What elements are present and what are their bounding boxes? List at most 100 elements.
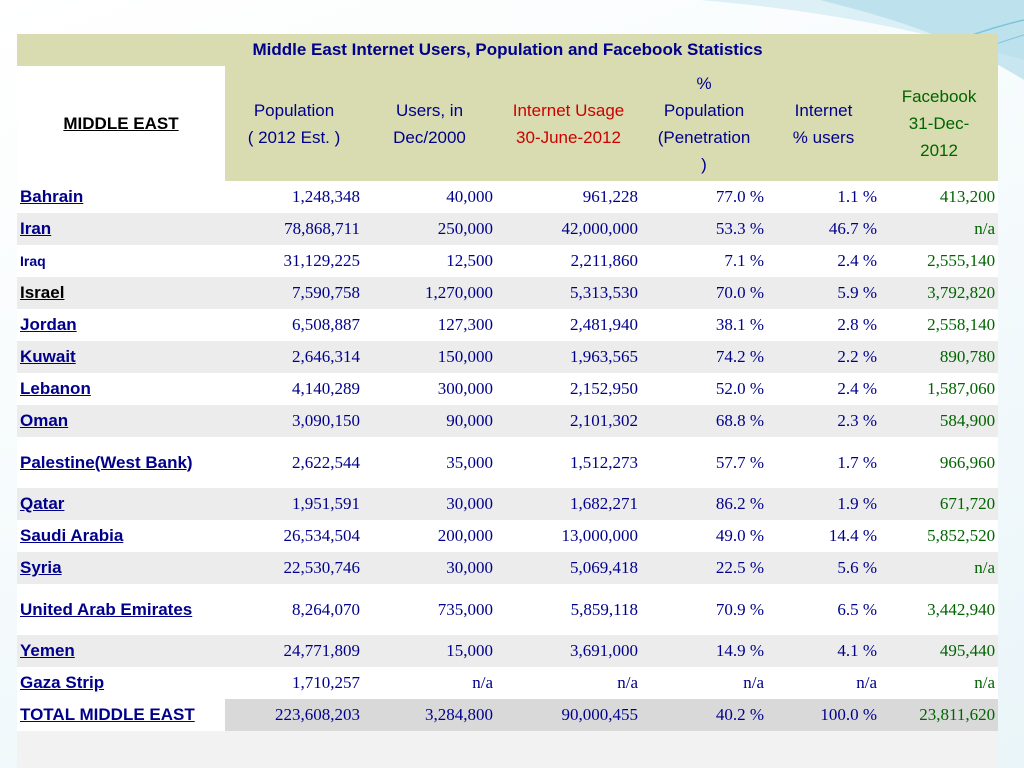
statistics-frame: Middle East Internet Users, Population a…: [17, 34, 999, 768]
total-users-2000: 3,284,800: [363, 699, 496, 731]
cell-users-2000: 12,500: [363, 245, 496, 277]
country-link[interactable]: Lebanon: [17, 373, 225, 405]
cell-facebook: 671,720: [880, 488, 999, 520]
title-row: Middle East Internet Users, Population a…: [17, 34, 999, 66]
cell-penetration: 57.7 %: [641, 437, 767, 488]
cell-internet-pct: 4.1 %: [767, 635, 880, 667]
total-facebook: 23,811,620: [880, 699, 999, 731]
cell-usage-2012: 5,069,418: [496, 552, 641, 584]
cell-population: 8,264,070: [225, 584, 363, 635]
cell-population: 3,090,150: [225, 405, 363, 437]
cell-population: 1,248,348: [225, 181, 363, 213]
country-link[interactable]: Iran: [17, 213, 225, 245]
table-row: Israel 7,590,758 1,270,000 5,313,530 70.…: [17, 277, 999, 309]
cell-users-2000: n/a: [363, 667, 496, 699]
country-link[interactable]: Oman: [17, 405, 225, 437]
table-row: Jordan 6,508,887 127,300 2,481,940 38.1 …: [17, 309, 999, 341]
country-link[interactable]: Palestine(West Bank): [17, 437, 225, 488]
cell-penetration: 49.0 %: [641, 520, 767, 552]
cell-population: 78,868,711: [225, 213, 363, 245]
country-link[interactable]: Syria: [17, 552, 225, 584]
header-internet-pct: Internet% users: [767, 66, 880, 181]
cell-usage-2012: 1,963,565: [496, 341, 641, 373]
cell-internet-pct: 14.4 %: [767, 520, 880, 552]
cell-facebook: 2,555,140: [880, 245, 999, 277]
cell-facebook: 584,900: [880, 405, 999, 437]
table-row: Lebanon 4,140,289 300,000 2,152,950 52.0…: [17, 373, 999, 405]
cell-facebook: n/a: [880, 213, 999, 245]
cell-facebook: 890,780: [880, 341, 999, 373]
table-row: Yemen 24,771,809 15,000 3,691,000 14.9 %…: [17, 635, 999, 667]
cell-penetration: 70.0 %: [641, 277, 767, 309]
country-link[interactable]: Jordan: [17, 309, 225, 341]
cell-population: 1,951,591: [225, 488, 363, 520]
cell-facebook: n/a: [880, 667, 999, 699]
total-internet-pct: 100.0 %: [767, 699, 880, 731]
country-link[interactable]: Gaza Strip: [17, 667, 225, 699]
total-penetration: 40.2 %: [641, 699, 767, 731]
cell-usage-2012: 961,228: [496, 181, 641, 213]
table-title: Middle East Internet Users, Population a…: [17, 34, 999, 66]
cell-internet-pct: 46.7 %: [767, 213, 880, 245]
country-link[interactable]: Saudi Arabia: [17, 520, 225, 552]
cell-population: 4,140,289: [225, 373, 363, 405]
cell-users-2000: 35,000: [363, 437, 496, 488]
table-row: Saudi Arabia 26,534,504 200,000 13,000,0…: [17, 520, 999, 552]
cell-usage-2012: 2,211,860: [496, 245, 641, 277]
cell-usage-2012: 13,000,000: [496, 520, 641, 552]
cell-population: 6,508,887: [225, 309, 363, 341]
country-link[interactable]: Bahrain: [17, 181, 225, 213]
cell-population: 26,534,504: [225, 520, 363, 552]
cell-population: 24,771,809: [225, 635, 363, 667]
cell-population: 1,710,257: [225, 667, 363, 699]
cell-facebook: 966,960: [880, 437, 999, 488]
cell-penetration: 74.2 %: [641, 341, 767, 373]
cell-facebook: 413,200: [880, 181, 999, 213]
cell-penetration: 53.3 %: [641, 213, 767, 245]
cell-users-2000: 90,000: [363, 405, 496, 437]
country-link[interactable]: Qatar: [17, 488, 225, 520]
cell-usage-2012: 2,152,950: [496, 373, 641, 405]
cell-facebook: n/a: [880, 552, 999, 584]
table-row: Gaza Strip 1,710,257 n/a n/a n/a n/a n/a: [17, 667, 999, 699]
cell-internet-pct: 1.1 %: [767, 181, 880, 213]
cell-internet-pct: 1.9 %: [767, 488, 880, 520]
cell-population: 22,530,746: [225, 552, 363, 584]
cell-penetration: 68.8 %: [641, 405, 767, 437]
header-row: MIDDLE EAST Population( 2012 Est. ) User…: [17, 66, 999, 181]
cell-internet-pct: 2.4 %: [767, 245, 880, 277]
cell-internet-pct: 2.3 %: [767, 405, 880, 437]
cell-penetration: 86.2 %: [641, 488, 767, 520]
cell-usage-2012: 2,481,940: [496, 309, 641, 341]
country-link[interactable]: Kuwait: [17, 341, 225, 373]
cell-penetration: 38.1 %: [641, 309, 767, 341]
country-link[interactable]: United Arab Emirates: [17, 584, 225, 635]
table-row: Syria 22,530,746 30,000 5,069,418 22.5 %…: [17, 552, 999, 584]
cell-penetration: 22.5 %: [641, 552, 767, 584]
total-population: 223,608,203: [225, 699, 363, 731]
header-penetration: % Population (Penetration): [641, 66, 767, 181]
cell-internet-pct: 2.4 %: [767, 373, 880, 405]
cell-internet-pct: 6.5 %: [767, 584, 880, 635]
cell-usage-2012: 42,000,000: [496, 213, 641, 245]
cell-usage-2012: 1,682,271: [496, 488, 641, 520]
cell-penetration: 52.0 %: [641, 373, 767, 405]
cell-penetration: n/a: [641, 667, 767, 699]
table-row: Qatar 1,951,591 30,000 1,682,271 86.2 % …: [17, 488, 999, 520]
total-link[interactable]: TOTAL MIDDLE EAST: [17, 699, 225, 731]
statistics-table: Middle East Internet Users, Population a…: [17, 34, 999, 731]
header-population: Population( 2012 Est. ): [225, 66, 363, 181]
cell-facebook: 495,440: [880, 635, 999, 667]
cell-users-2000: 150,000: [363, 341, 496, 373]
cell-usage-2012: 1,512,273: [496, 437, 641, 488]
cell-penetration: 70.9 %: [641, 584, 767, 635]
country-label: Iraq: [17, 245, 225, 277]
country-link[interactable]: Yemen: [17, 635, 225, 667]
cell-internet-pct: 2.2 %: [767, 341, 880, 373]
cell-usage-2012: 3,691,000: [496, 635, 641, 667]
cell-usage-2012: n/a: [496, 667, 641, 699]
total-usage-2012: 90,000,455: [496, 699, 641, 731]
cell-population: 2,622,544: [225, 437, 363, 488]
cell-usage-2012: 5,859,118: [496, 584, 641, 635]
country-link[interactable]: Israel: [17, 277, 225, 309]
